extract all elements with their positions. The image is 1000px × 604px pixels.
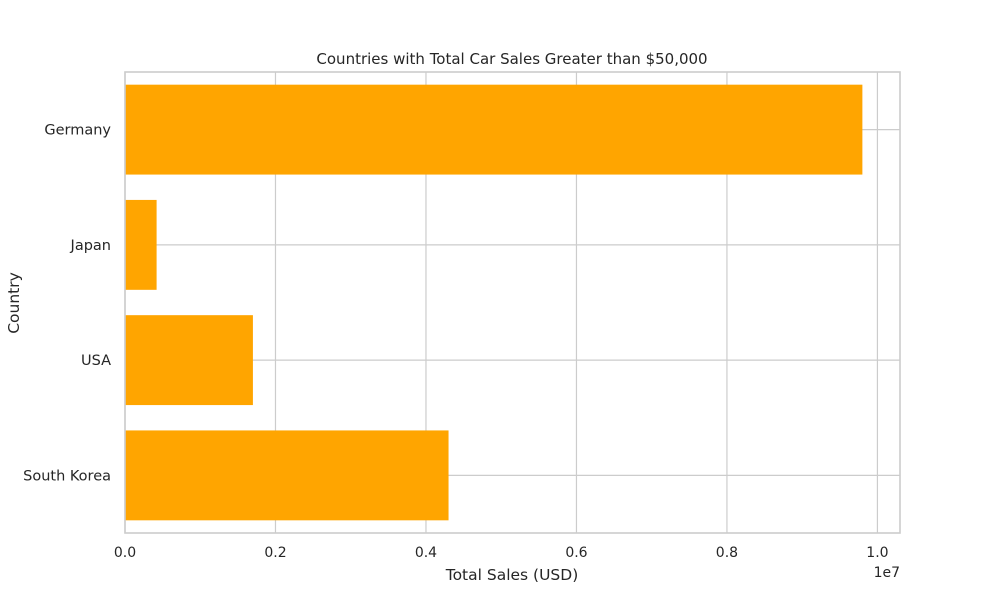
y-tick-label: Germany [44, 123, 111, 139]
y-tick-label: South Korea [23, 468, 111, 484]
x-axis-offset-label: 1e7 [874, 565, 900, 581]
bar-usa [125, 315, 253, 406]
x-tick-label: 0.4 [415, 545, 437, 561]
tick-labels-layer: 0.0 0.2 0.4 0.6 0.8 1.0 Germany Japan USA South K… [23, 123, 888, 561]
x-tick-label: 0.2 [264, 545, 286, 561]
y-axis-label: Country [5, 272, 23, 334]
x-tick-label: 0.6 [565, 545, 587, 561]
bars-layer [125, 84, 863, 521]
x-axis-label: Total Sales (USD) [445, 566, 579, 584]
plot-area-frame [124, 71, 901, 534]
y-tick-label: Japan [70, 238, 111, 254]
bar-germany [125, 84, 863, 175]
bar-japan [125, 199, 157, 290]
bar-south-korea [125, 430, 449, 521]
x-tick-label: 0.8 [716, 545, 738, 561]
x-tick-label: 0.0 [114, 545, 136, 561]
y-tick-label: USA [81, 353, 111, 369]
chart-title: Countries with Total Car Sales Greater t… [316, 50, 707, 68]
x-tick-label: 1.0 [866, 545, 888, 561]
